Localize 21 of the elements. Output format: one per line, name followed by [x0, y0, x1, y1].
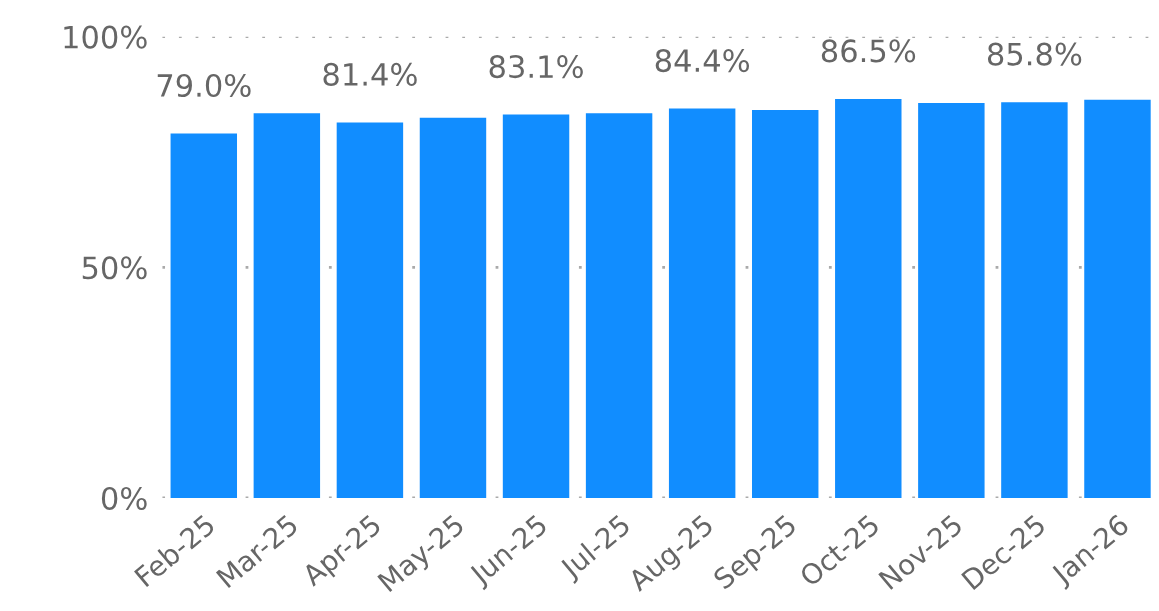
bar [502, 114, 570, 498]
bar [1084, 99, 1151, 498]
bar [1001, 102, 1068, 498]
bar [585, 113, 653, 498]
y-tick-label: 100% [64, 25, 147, 49]
data-label: 79.0% [157, 73, 251, 98]
bar [419, 117, 487, 498]
y-tick-label: 50% [82, 256, 147, 280]
bar [918, 103, 985, 498]
y-tick-label: 0% [101, 486, 147, 511]
bar [170, 133, 238, 498]
data-label: 81.4% [323, 62, 417, 86]
data-label: 84.4% [655, 49, 750, 73]
bar [752, 110, 819, 498]
bar [253, 113, 321, 498]
data-label: 86.5% [821, 39, 916, 63]
data-label: 83.1% [489, 55, 583, 79]
bar [336, 122, 404, 498]
bar [835, 98, 902, 498]
data-label: 85.8% [987, 42, 1082, 66]
bar [668, 108, 736, 498]
